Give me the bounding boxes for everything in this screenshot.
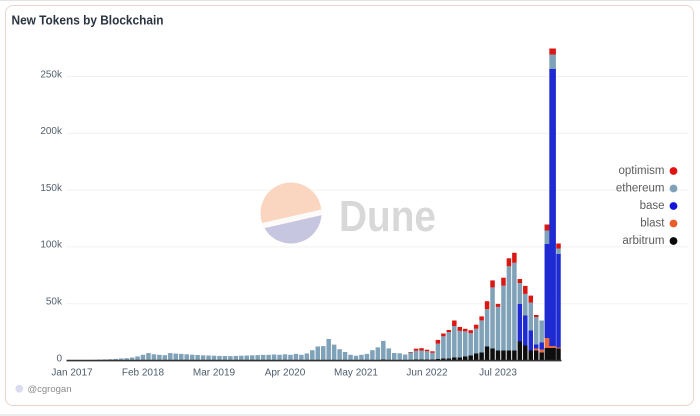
svg-text:blast: blast <box>640 218 665 230</box>
svg-text:Jun 2022: Jun 2022 <box>406 368 448 379</box>
svg-text:200k: 200k <box>40 126 63 137</box>
svg-text:base: base <box>640 200 665 212</box>
svg-text:Feb 2018: Feb 2018 <box>122 368 165 379</box>
svg-text:100k: 100k <box>40 240 63 251</box>
svg-text:optimism: optimism <box>618 165 664 177</box>
svg-text:Apr 2020: Apr 2020 <box>265 368 306 379</box>
svg-text:New Tokens by Blockchain: New Tokens by Blockchain <box>12 13 164 28</box>
svg-text:Dune: Dune <box>339 192 436 241</box>
svg-text:150k: 150k <box>40 183 63 194</box>
svg-text:Jul 2023: Jul 2023 <box>479 368 517 379</box>
svg-text:@cgrogan: @cgrogan <box>28 384 72 395</box>
svg-text:ethereum: ethereum <box>616 183 665 195</box>
svg-text:arbitrum: arbitrum <box>622 235 664 247</box>
svg-text:Jan 2017: Jan 2017 <box>51 368 93 379</box>
svg-text:50k: 50k <box>46 297 63 308</box>
svg-text:May 2021: May 2021 <box>334 368 378 379</box>
svg-text:Mar 2019: Mar 2019 <box>193 368 236 379</box>
svg-text:0: 0 <box>56 353 62 364</box>
svg-text:250k: 250k <box>40 69 63 80</box>
